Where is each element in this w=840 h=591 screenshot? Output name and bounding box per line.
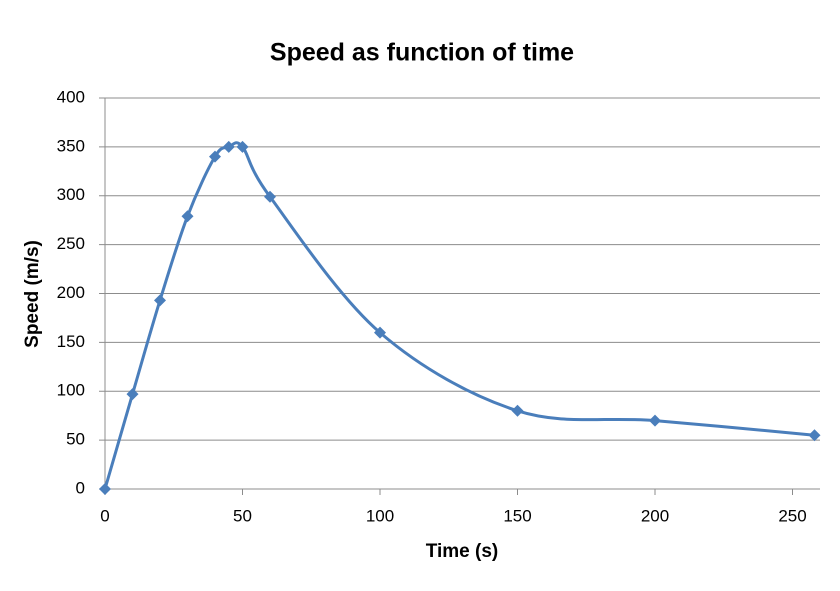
y-tick-label: 150 [57,332,85,351]
data-point [808,429,821,442]
y-tick-label: 0 [76,478,85,497]
y-tick-label: 100 [57,381,85,400]
data-point [154,294,166,307]
y-tick-label: 350 [57,136,85,155]
data-point [649,414,661,427]
x-axis-title: Time (s) [426,541,499,562]
data-point [222,140,235,153]
data-point [99,483,111,495]
y-tick-label: 200 [57,283,85,302]
y-tick-label: 400 [57,87,85,106]
x-tick-label: 50 [233,506,252,525]
data-point [181,210,194,223]
y-axis-title: Speed (m/s) [22,240,43,348]
x-tick-label: 250 [778,506,806,525]
data-point [236,140,249,153]
chart-title: Speed as function of time [270,39,574,67]
x-tick-label: 150 [503,506,531,525]
y-tick-label: 300 [57,185,85,204]
y-tick-label: 250 [57,234,85,253]
x-tick-label: 100 [366,506,394,525]
x-tick-label: 200 [641,506,669,525]
data-point [126,388,139,401]
x-tick-label: 0 [100,506,109,525]
data-point [511,404,524,417]
data-point [374,326,386,339]
data-point [264,190,276,203]
data-point [209,150,221,163]
y-tick-label: 50 [66,430,85,449]
